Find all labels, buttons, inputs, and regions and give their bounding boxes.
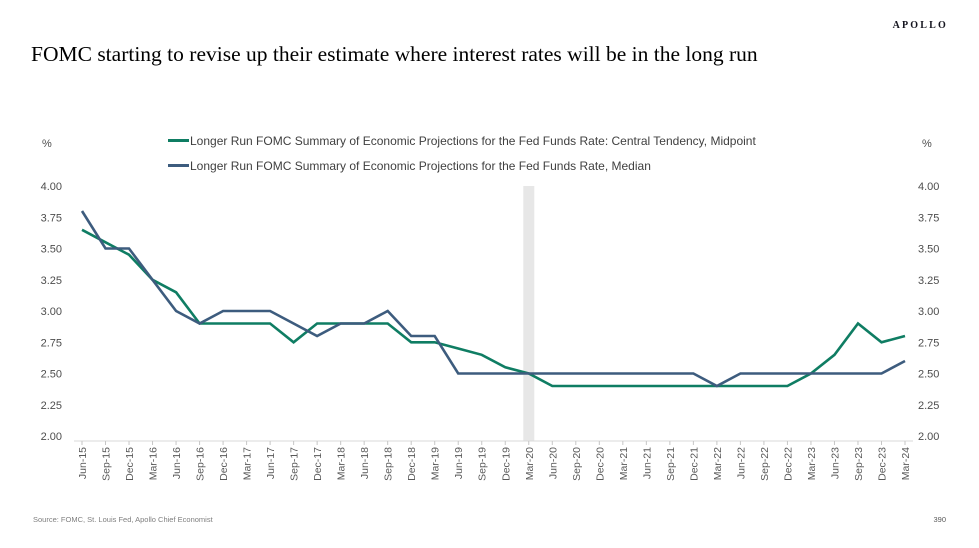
x-axis-label: Mar-16 — [148, 447, 160, 480]
legend-swatch-navy — [168, 163, 189, 168]
legend-swatch-teal — [168, 138, 189, 143]
x-axis-label: Dec-17 — [312, 447, 324, 481]
y-axis-label-left: 2.75 — [41, 337, 62, 349]
x-axis-label: Sep-18 — [383, 447, 395, 481]
y-axis-label-right: 2.50 — [918, 369, 939, 381]
x-axis-label: Sep-23 — [853, 447, 865, 481]
x-axis-label: Jun-23 — [829, 447, 841, 479]
x-axis-label: Sep-20 — [571, 447, 583, 481]
y-axis-label-right: 3.75 — [918, 212, 939, 224]
legend-item-central-tendency: Longer Run FOMC Summary of Economic Proj… — [168, 131, 756, 150]
x-axis-label: Jun-19 — [453, 447, 465, 479]
legend-item-median: Longer Run FOMC Summary of Economic Proj… — [168, 156, 756, 175]
x-axis-label: Mar-21 — [618, 447, 630, 480]
chart-legend: Longer Run FOMC Summary of Economic Proj… — [168, 131, 756, 181]
y-axis-label-right: 3.25 — [918, 275, 939, 287]
x-axis-label: Mar-24 — [900, 447, 912, 480]
x-axis-label: Mar-20 — [524, 447, 536, 480]
legend-label: Longer Run FOMC Summary of Economic Proj… — [190, 158, 651, 173]
x-axis-label: Jun-20 — [547, 447, 559, 479]
y-axis-label-left: 4.00 — [41, 181, 62, 193]
x-axis-label: Jun-16 — [171, 447, 183, 479]
source-note: Source: FOMC, St. Louis Fed, Apollo Chie… — [33, 515, 213, 524]
x-axis-label: Dec-18 — [406, 447, 418, 481]
x-axis-label: Dec-20 — [594, 447, 606, 481]
series-line-0 — [81, 228, 906, 388]
y-axis-label-right: 2.75 — [918, 337, 939, 349]
y-axis-label-right: 3.50 — [918, 244, 939, 256]
x-axis-label: Mar-18 — [336, 447, 348, 480]
x-axis-label: Dec-22 — [782, 447, 794, 481]
x-axis-label: Mar-22 — [712, 447, 724, 480]
y-axis-label-left: 2.25 — [41, 400, 62, 412]
x-axis-label: Sep-22 — [759, 447, 771, 481]
y-axis-label-left: 2.50 — [41, 369, 62, 381]
x-axis-label: Dec-23 — [876, 447, 888, 481]
x-axis-label: Sep-17 — [289, 447, 301, 481]
y-axis-label-right: 4.00 — [918, 181, 939, 193]
x-axis-label: Mar-17 — [242, 447, 254, 480]
x-axis-label: Sep-21 — [665, 447, 677, 481]
y-axis-label-left: 3.25 — [41, 275, 62, 287]
apollo-logo: APOLLO — [892, 20, 948, 31]
y-unit-label-right: % — [922, 138, 932, 150]
y-axis-label-left: 2.00 — [41, 431, 62, 443]
x-axis-label: Mar-23 — [806, 447, 818, 480]
x-axis-label: Jun-21 — [641, 447, 653, 479]
y-axis-label-right: 2.00 — [918, 431, 939, 443]
page-title: FOMC starting to revise up their estimat… — [31, 42, 758, 66]
recession-band — [523, 186, 535, 441]
x-axis-label: Sep-15 — [101, 447, 113, 481]
x-axis-label: Sep-16 — [195, 447, 207, 481]
series-line-1 — [80, 210, 906, 388]
x-axis-label: Dec-21 — [688, 447, 700, 481]
y-axis-label-left: 3.50 — [41, 244, 62, 256]
x-axis-label: Jun-17 — [265, 447, 277, 479]
x-axis-label: Dec-19 — [500, 447, 512, 481]
legend-label: Longer Run FOMC Summary of Economic Proj… — [190, 133, 756, 148]
y-axis-label-left: 3.75 — [41, 212, 62, 224]
y-axis-label-right: 3.00 — [918, 306, 939, 318]
y-axis-label-left: 3.00 — [41, 306, 62, 318]
x-axis-label: Jun-22 — [735, 447, 747, 479]
x-axis-label: Dec-16 — [218, 447, 230, 481]
y-axis-label-right: 2.25 — [918, 400, 939, 412]
x-axis-label: Dec-15 — [124, 447, 136, 481]
x-axis-label: Sep-19 — [477, 447, 489, 481]
x-axis-label: Jun-15 — [77, 447, 89, 479]
page-number: 390 — [933, 515, 946, 524]
x-axis-label: Jun-18 — [359, 447, 371, 479]
y-unit-label-left: % — [42, 138, 52, 150]
x-axis-label: Mar-19 — [430, 447, 442, 480]
